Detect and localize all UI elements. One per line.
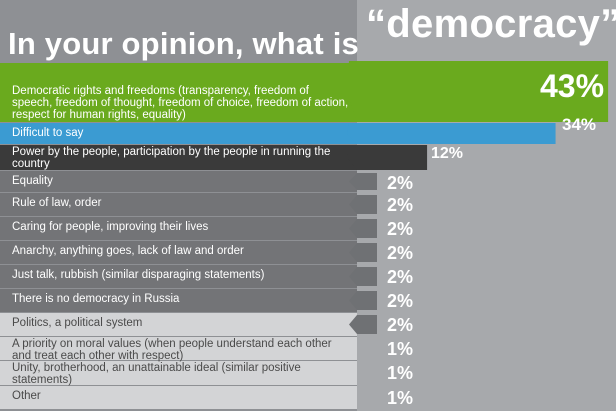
row-background — [0, 361, 357, 385]
row-background — [0, 63, 357, 122]
category-label: Democratic rights and freedoms (transpar… — [12, 85, 349, 121]
category-label: Caring for people, improving their lives — [12, 221, 209, 233]
bar-7 — [349, 243, 377, 262]
category-label: Politics, a political system — [12, 317, 143, 329]
value-label: 2% — [387, 315, 414, 335]
title-highlight-word: “democracy”? — [366, 2, 616, 46]
row-background — [0, 337, 357, 360]
category-label: Equality — [12, 175, 53, 187]
bar-10 — [349, 315, 377, 334]
value-label: 2% — [387, 243, 414, 263]
value-label: 1% — [387, 339, 414, 359]
value-label: 34% — [562, 115, 597, 134]
value-label: 12% — [431, 145, 464, 162]
row-background — [0, 313, 357, 336]
value-label: 43% — [540, 68, 605, 104]
bar-2 — [347, 123, 556, 144]
category-label: Unity, brotherhood, an unattainable idea… — [12, 362, 301, 386]
bar-4 — [349, 173, 377, 190]
title-question: In your opinion, what is — [8, 26, 359, 61]
value-label: 1% — [387, 388, 414, 408]
value-label: 2% — [387, 173, 414, 193]
value-label: 1% — [387, 363, 414, 383]
row-background — [0, 171, 357, 192]
category-label: Power by the people, participation by th… — [12, 146, 331, 170]
value-label: 2% — [387, 267, 414, 287]
category-label: Difficult to say — [12, 127, 84, 139]
row-background — [0, 193, 357, 216]
row-background — [0, 386, 357, 409]
bar-8 — [349, 267, 377, 286]
row-background — [0, 265, 357, 288]
category-label: Other — [12, 390, 41, 402]
row-background — [0, 123, 357, 144]
category-label: A priority on moral values (when people … — [12, 338, 332, 362]
category-label: There is no democracy in Russia — [12, 293, 180, 305]
bar-3 — [347, 145, 428, 170]
bar-9 — [349, 291, 377, 310]
row-background — [0, 241, 357, 264]
bar-6 — [349, 219, 377, 238]
category-label: Just talk, rubbish (similar disparaging … — [12, 269, 265, 281]
row-background — [0, 217, 357, 240]
row-background — [0, 145, 357, 170]
bar-5 — [349, 195, 377, 214]
value-label: 2% — [387, 195, 414, 215]
category-label: Rule of law, order — [12, 197, 102, 209]
bar-1 — [347, 61, 609, 122]
row-background — [0, 289, 357, 312]
value-label: 2% — [387, 219, 414, 239]
category-label: Anarchy, anything goes, lack of law and … — [12, 245, 244, 257]
value-label: 2% — [387, 291, 414, 311]
